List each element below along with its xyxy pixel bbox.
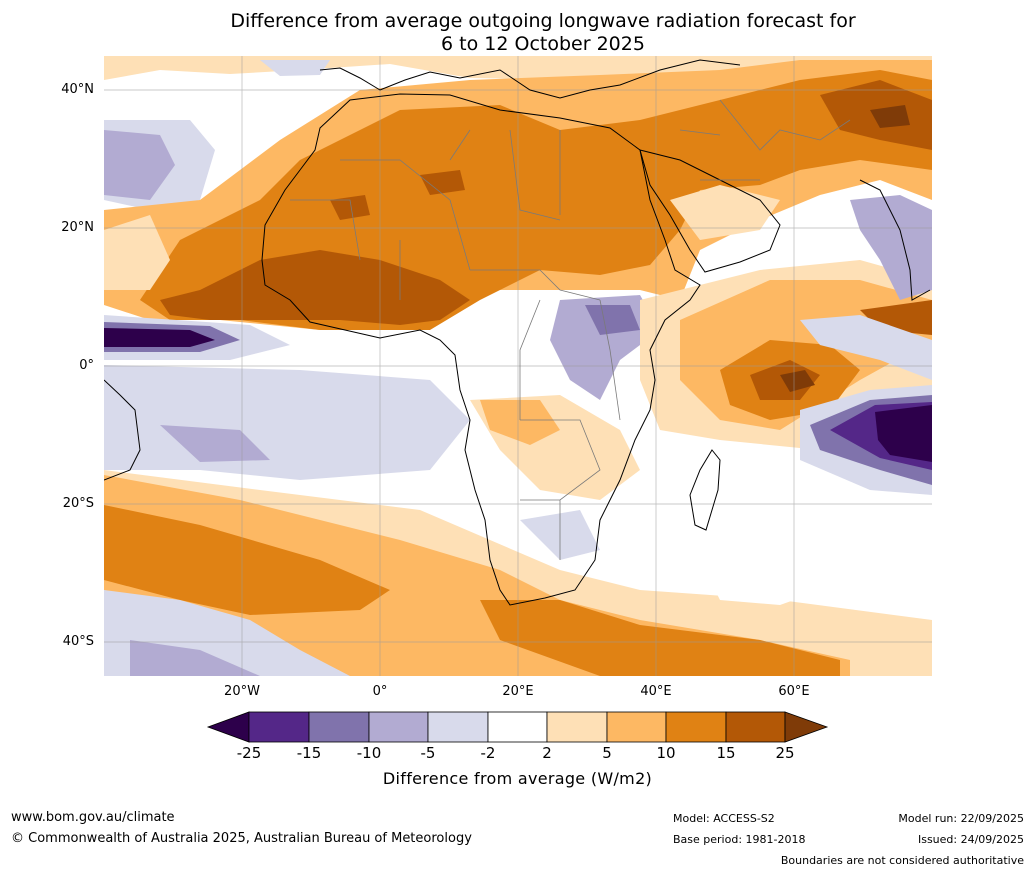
arabia-coastline [639,149,781,273]
anomaly-region-south-atlantic-purple [104,365,470,480]
colorbar-bin-6 [546,711,608,743]
south-america-coastline [104,379,141,481]
lon-tick-20w: 20°W [224,684,260,699]
colorbar-label: 10 [656,744,676,762]
europe-coastline [319,59,741,99]
colorbar-title: Difference from average (W/m2) [382,769,653,788]
anomaly-region-india-purple [850,195,932,300]
india-coastline [859,179,931,301]
colorbar-bin-1 [248,711,310,743]
lat-tick-20s: 20°S [62,496,94,511]
lat-tick-40s: 40°S [62,634,94,649]
anomaly-region-south-band-orange-2 [480,600,840,676]
anomaly-region-south-atlantic-purple-2 [160,425,270,462]
model-name: Model: ACCESS-S2 [673,812,775,825]
lon-tick-60e: 60°E [778,684,810,699]
colorbar-label: -2 [480,744,496,762]
colorbar-label: -10 [356,744,382,762]
anomaly-region-sahara-dark-2 [420,170,465,195]
anomaly-region-west-africa-light [104,215,170,290]
colorbar [206,711,829,743]
anomaly-region-indian-ocean-purple-band [800,315,932,380]
website-link[interactable]: www.bom.gov.au/climate [11,810,175,825]
colorbar-bin-5 [487,711,548,743]
madagascar-coastline [689,449,721,531]
colorbar-label: 25 [775,744,795,762]
lat-tick-0: 0° [79,358,94,373]
anomaly-region-nw-atlantic-purple-inner [104,130,175,200]
anomaly-region-sahel-dark [160,250,470,325]
issued-date: Issued: 24/09/2025 [917,833,1024,846]
anomaly-region-arabia-light [670,185,780,240]
base-period: Base period: 1981-2018 [673,833,806,846]
colorbar-bin-9 [725,711,786,743]
coastlines [104,59,931,606]
lat-tick-40n: 40°N [61,82,94,97]
anomaly-region-south-band-mid [104,475,850,676]
anomaly-region-south-white [700,550,850,605]
anomaly-region-mideast-darkest [870,105,910,128]
colorbar-high-extension [784,711,829,743]
colorbar-label: 2 [542,744,552,762]
map-title: Difference from average outgoing longwav… [0,10,1035,56]
anomaly-region-se-indian-purple-darkest [875,405,932,462]
country-borders [290,99,851,560]
anomaly-region-east-africa-purple-inner [585,305,640,335]
colorbar-label: -15 [296,744,322,762]
colorbar-bin-2 [308,711,370,743]
anomaly-region-north-purple [260,60,330,76]
anomaly-region-south-purple-inner [130,640,260,676]
lon-tick-20e: 20°E [502,684,534,699]
colorbar-bin-4 [427,711,489,743]
colorbar-bin-7 [606,711,667,743]
anomaly-region-sahara-dark-1 [330,195,370,220]
anomaly-region-atlantic-purple-dark [104,328,215,347]
africa-coastline [261,93,701,606]
copyright-text: © Commonwealth of Australia 2025, Austra… [11,831,472,846]
colorbar-label: 15 [716,744,736,762]
colorbar-label: 5 [602,744,612,762]
model-run-date: Model run: 22/09/2025 [898,812,1024,825]
anomaly-region-indian-ocean-darkest [780,370,815,392]
lon-tick-0: 0° [372,684,388,699]
boundaries-disclaimer: Boundaries are not considered authoritat… [780,854,1024,867]
lat-tick-20n: 20°N [61,220,94,235]
title-line-2: 6 to 12 October 2025 [441,33,645,55]
anomaly-region-south-white-2 [850,510,932,600]
graticule [104,56,932,676]
colorbar-bin-3 [368,711,429,743]
colorbar-bin-8 [665,711,727,743]
colorbar-label: -25 [236,744,262,762]
title-line-1: Difference from average outgoing longwav… [230,10,856,32]
anomaly-region-southern-africa-mid [480,400,560,445]
lon-tick-40e: 40°E [640,684,672,699]
colorbar-low-extension [206,711,250,743]
anomaly-region-south-band-orange [104,505,390,615]
colorbar-label: -5 [420,744,436,762]
